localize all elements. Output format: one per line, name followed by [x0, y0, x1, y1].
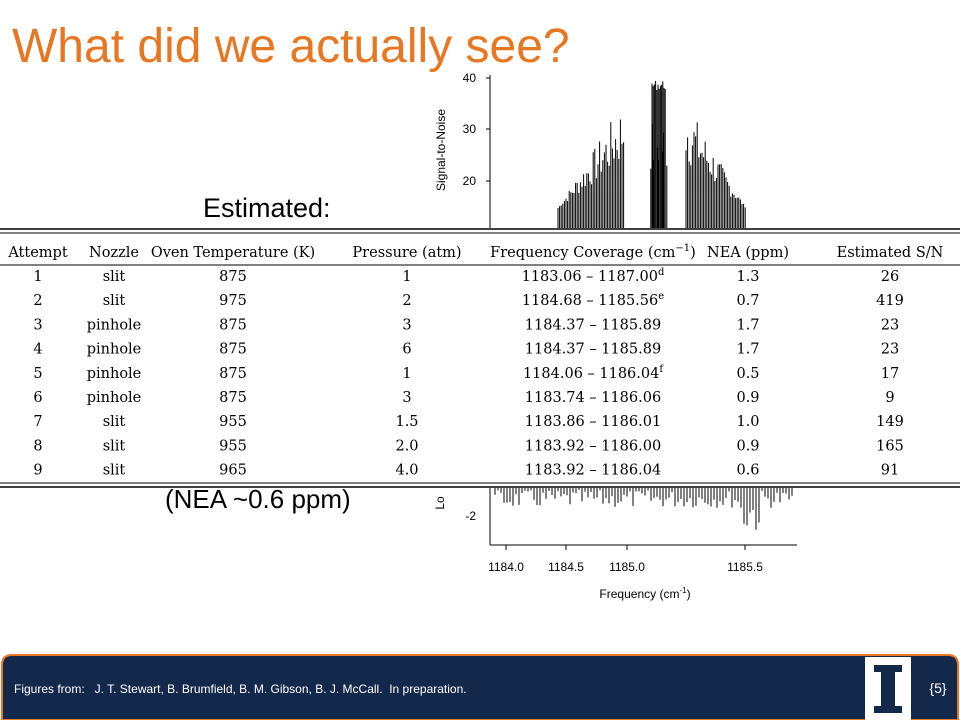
table-cell: 1 [402, 269, 411, 285]
table-cell: 8 [33, 438, 42, 454]
table-cell: 1184.37 – 1185.89 [525, 342, 661, 358]
table-cell: 875 [219, 317, 247, 333]
table-header: NEA (ppm) [707, 245, 789, 261]
table-cell: 7 [33, 414, 42, 430]
table-cell: 1.0 [736, 414, 759, 430]
table-cell: 975 [219, 293, 247, 309]
table: Attempt Nozzle Oven Temperature (K) Pressur… [7, 243, 943, 479]
table-cell: 23 [881, 342, 899, 358]
footer-credit: Figures from: J. T. Stewart, B. Brumfiel… [14, 682, 467, 696]
table-cell: pinhole [87, 390, 142, 406]
logo [874, 665, 902, 713]
table-cell: 0.9 [736, 438, 759, 454]
table-cell: 1 [402, 366, 411, 382]
table-cell: 419 [876, 293, 904, 309]
table-cell: slit [103, 269, 126, 285]
table-cell: 965 [219, 463, 247, 479]
y-tick-label: -2 [465, 509, 476, 523]
y-tick-label: 30 [463, 122, 477, 136]
table-cell: 875 [219, 342, 247, 358]
table-cell: 955 [219, 414, 247, 430]
table-cell: 165 [876, 438, 904, 454]
table-cell: 5 [33, 366, 42, 382]
table-cell: 2 [402, 293, 411, 309]
table-cell: 4 [33, 342, 42, 358]
y-tick-label: 40 [463, 71, 477, 85]
table-cell: 3 [33, 317, 42, 333]
table-cell: 0.7 [736, 293, 759, 309]
table-cell: 1183.92 – 1186.00 [525, 438, 661, 454]
estimated-label: Estimated: [203, 193, 331, 223]
x-tick-label: 1185.5 [727, 560, 763, 574]
table-cell: 1184.37 – 1185.89 [525, 317, 661, 333]
table-header: Estimated S/N [837, 245, 944, 261]
x-tick-label: 1185.0 [609, 560, 645, 574]
table-cell: 9 [885, 390, 894, 406]
table-cell: 1.7 [736, 317, 759, 333]
table-cell: 1184.68 – 1185.56e [522, 291, 664, 309]
y-axis-label: Signal-to-Noise [434, 109, 448, 191]
table-cell: 0.9 [736, 390, 759, 406]
table-cell: slit [103, 463, 126, 479]
table-cell: 9 [33, 463, 42, 479]
table-cell: 1.3 [736, 269, 759, 285]
table-cell: 1183.92 – 1186.04 [525, 463, 661, 479]
table-cell: 875 [219, 269, 247, 285]
table-header: Pressure (atm) [352, 245, 461, 261]
table-cell: pinhole [87, 317, 142, 333]
table-header: Attempt [7, 245, 67, 261]
table-cell: 23 [881, 317, 899, 333]
spectrum-lower: Lo -2 Frequency (cm-1) 1184.0 1184.5 1185.… [433, 488, 797, 601]
table-cell: 1183.74 – 1186.06 [525, 390, 661, 406]
table-header: Nozzle [89, 245, 139, 261]
table-cell: 1184.06 – 1186.04f [523, 364, 664, 382]
y-axis-label: Lo [433, 496, 447, 510]
table-cell: slit [103, 414, 126, 430]
table-cell: 1183.06 – 1187.00d [522, 267, 665, 285]
x-tick-label: 1184.0 [488, 560, 524, 574]
table-header: Frequency Coverage (cm−1) [490, 243, 696, 261]
page-number: {5} [929, 680, 946, 696]
table-header: Oven Temperature (K) [151, 245, 315, 261]
table-cell: 17 [881, 366, 899, 382]
table-cell: 4.0 [395, 463, 418, 479]
slide-title: What did we actually see? [12, 20, 570, 73]
table-cell: 3 [402, 390, 411, 406]
table-cell: 0.6 [736, 463, 759, 479]
nea-note: (NEA ~0.6 ppm) [165, 484, 351, 514]
table-cell: 1.5 [395, 414, 418, 430]
table-cell: pinhole [87, 342, 142, 358]
table-cell: 2 [33, 293, 42, 309]
table-cell: 875 [219, 366, 247, 382]
table-cell: 955 [219, 438, 247, 454]
spectrum-upper: Signal-to-Noise 40 30 20 [434, 71, 746, 228]
x-tick-label: 1184.5 [548, 560, 584, 574]
table-cell: slit [103, 438, 126, 454]
y-tick-label: 20 [463, 174, 477, 188]
table-cell: 1183.86 – 1186.01 [525, 414, 661, 430]
table-cell: 91 [881, 463, 899, 479]
table-cell: 3 [402, 317, 411, 333]
table-cell: slit [103, 293, 126, 309]
spectrum-lines [557, 80, 746, 228]
table-cell: 6 [402, 342, 411, 358]
table-cell: pinhole [87, 366, 142, 382]
table-cell: 1 [33, 269, 42, 285]
footer-bar [1, 654, 959, 720]
table-cell: 149 [876, 414, 904, 430]
table-cell: 6 [33, 390, 42, 406]
table-cell: 875 [219, 390, 247, 406]
table-background [0, 228, 960, 488]
table-cell: 1.7 [736, 342, 759, 358]
x-axis-label: Frequency (cm-1) [599, 586, 690, 601]
table-cell: 26 [881, 269, 899, 285]
spectrum-lines [494, 488, 793, 530]
table-cell: 2.0 [395, 438, 418, 454]
table-cell: 0.5 [736, 366, 759, 382]
